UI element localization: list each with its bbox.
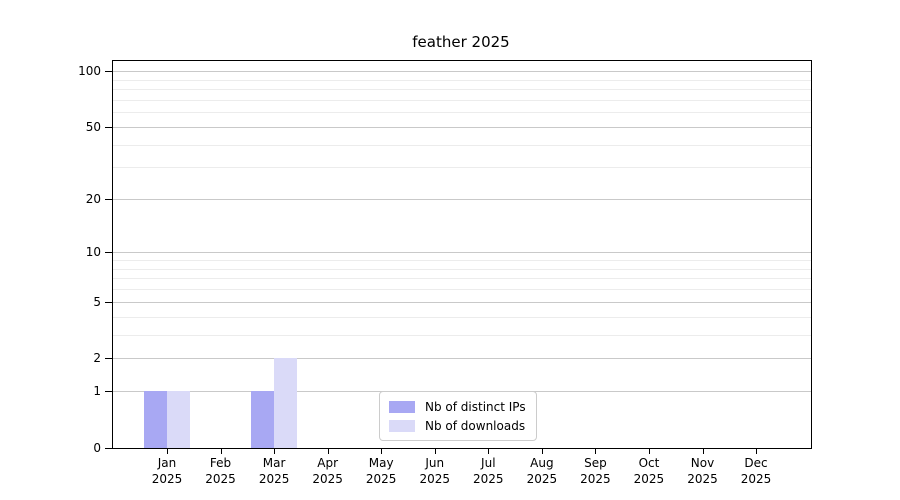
y-tick-mark [105, 70, 112, 72]
y-tick-mark [105, 391, 112, 393]
y-gridline-minor [113, 79, 811, 81]
y-gridline-minor [113, 144, 811, 146]
x-tick-label: Apr 2025 [312, 456, 343, 486]
x-tick-mark [220, 448, 222, 454]
chart-title: feather 2025 [412, 33, 510, 51]
y-gridline-major [113, 301, 811, 303]
y-tick-mark [105, 126, 112, 128]
y-gridline-minor [113, 316, 811, 318]
x-tick-mark [381, 448, 383, 454]
y-tick-label: 100 [78, 63, 101, 78]
y-tick-label: 0 [93, 441, 101, 455]
x-tick-mark [274, 448, 276, 454]
legend-row-downloads: Nb of downloads [389, 416, 526, 435]
y-tick-label: 5 [93, 294, 101, 309]
y-tick-label: 10 [85, 245, 101, 260]
y-gridline-minor [113, 167, 811, 169]
y-gridline-major [113, 199, 811, 201]
y-tick-mark [105, 252, 112, 254]
x-tick-mark [595, 448, 597, 454]
x-tick-label: Feb 2025 [205, 456, 236, 486]
x-tick-label: Jul 2025 [473, 456, 504, 486]
y-gridline-minor [113, 334, 811, 336]
x-tick-mark [756, 448, 758, 454]
x-tick-mark [327, 448, 329, 454]
y-gridline-major [113, 70, 811, 72]
legend-swatch-distinct-ips [389, 400, 415, 413]
y-gridline-minor [113, 259, 811, 261]
y-tick-mark [105, 199, 112, 201]
x-tick-mark [488, 448, 490, 454]
y-tick-label: 20 [85, 192, 101, 207]
bar-downloads [274, 358, 298, 448]
x-tick-mark [648, 448, 650, 454]
y-gridline-minor [113, 278, 811, 280]
y-gridline-major [113, 358, 811, 360]
y-tick-mark [105, 448, 112, 449]
bar-distinct-ips [251, 391, 275, 448]
x-tick-mark [434, 448, 436, 454]
y-tick-label: 2 [93, 351, 101, 366]
legend-label-downloads: Nb of downloads [425, 418, 526, 433]
x-tick-label: Dec 2025 [740, 456, 772, 486]
x-tick-label: May 2025 [365, 456, 397, 486]
y-gridline-major [113, 126, 811, 128]
y-gridline-minor [113, 289, 811, 291]
chart-legend: Nb of distinct IPs Nb of downloads [379, 391, 537, 441]
y-gridline-minor [113, 99, 811, 101]
x-tick-label: Mar 2025 [258, 456, 290, 486]
legend-row-distinct-ips: Nb of distinct IPs [389, 397, 526, 416]
x-tick-label: Oct 2025 [633, 456, 665, 486]
y-gridline-minor [113, 268, 811, 270]
x-tick-label: Sep 2025 [580, 456, 611, 486]
x-tick-mark [702, 448, 704, 454]
bar-distinct-ips [144, 391, 167, 448]
plot-area: Nb of distinct IPs Nb of downloads 0 1 2 5 1… [78, 60, 812, 486]
x-tick-label: Jun 2025 [419, 456, 451, 486]
legend-swatch-downloads [389, 419, 415, 432]
y-gridline-major [113, 252, 811, 254]
legend-label-distinct-ips: Nb of distinct IPs [425, 399, 526, 414]
y-tick-mark [105, 301, 112, 303]
x-tick-label: Jan 2025 [151, 456, 183, 486]
y-tick-mark [105, 358, 112, 360]
y-gridline-minor [113, 89, 811, 90]
y-tick-label: 1 [93, 384, 101, 399]
bar-downloads [167, 391, 190, 448]
y-tick-label: 50 [85, 119, 101, 134]
y-gridline-minor [113, 112, 811, 114]
x-tick-mark [167, 448, 168, 454]
x-tick-label: Aug 2025 [526, 456, 558, 486]
x-tick-mark [541, 448, 543, 454]
x-tick-label: Nov 2025 [687, 456, 718, 486]
